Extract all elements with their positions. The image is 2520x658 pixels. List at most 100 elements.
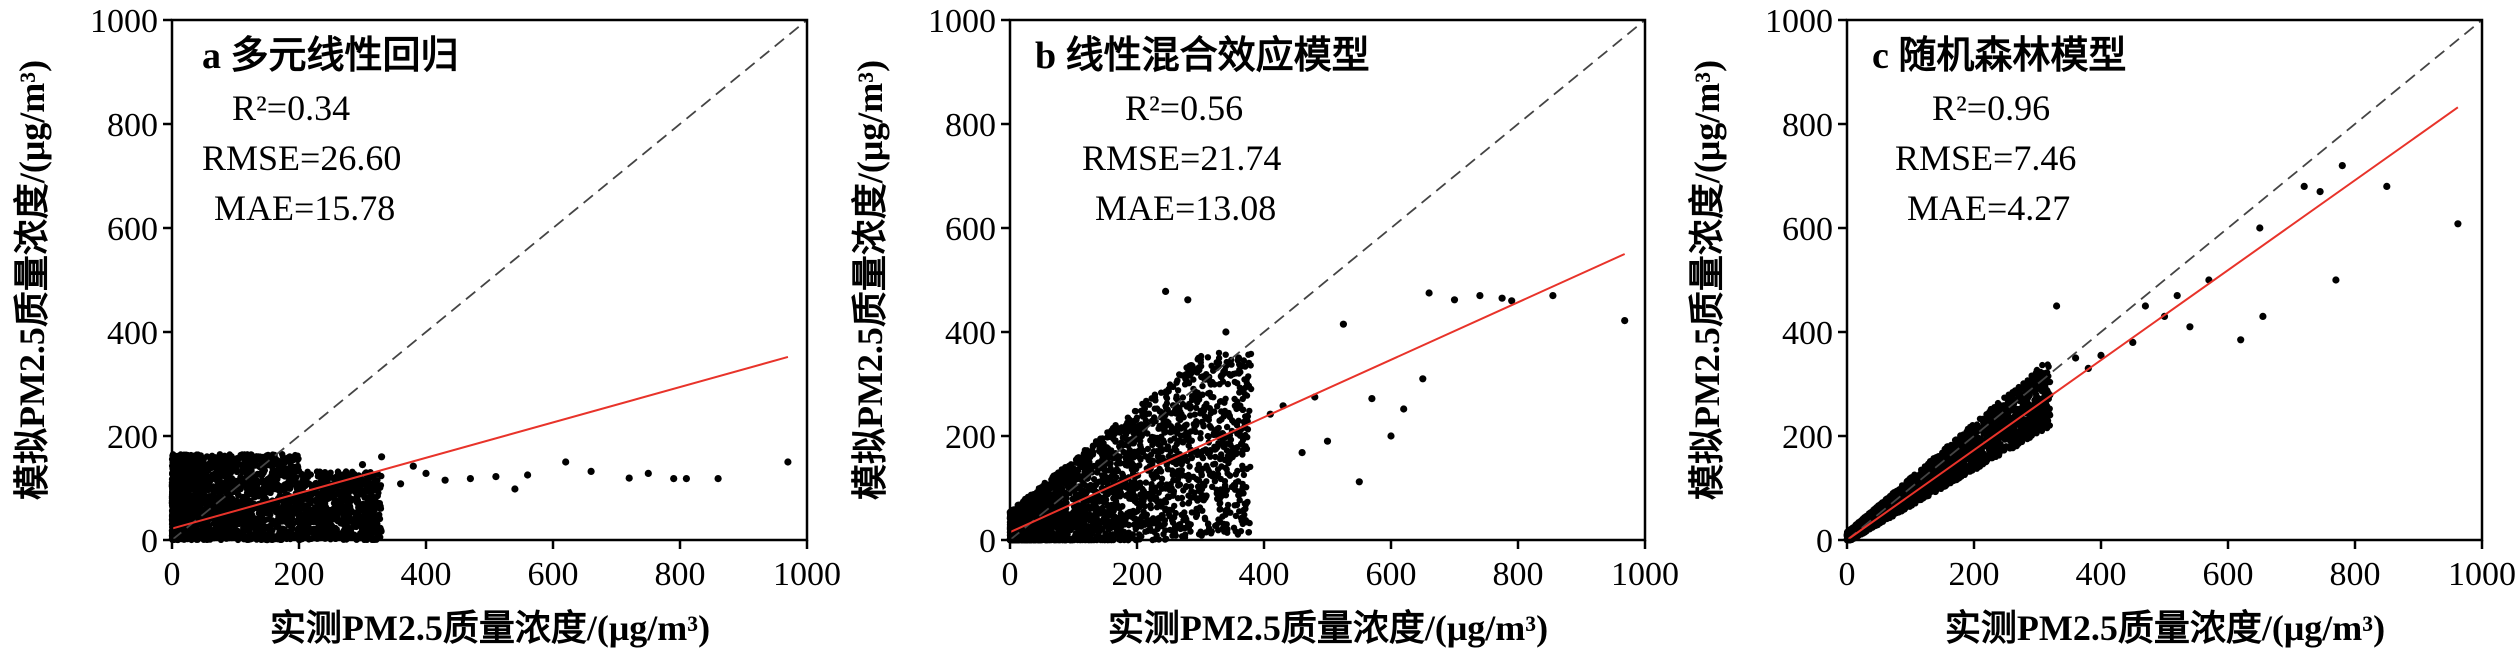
data-point (784, 458, 792, 466)
cloud-point (196, 531, 203, 538)
panel-label: a 多元线性回归 (202, 35, 459, 77)
cloud-point (355, 533, 363, 541)
cloud-point (1174, 477, 1181, 485)
cloud-point (1239, 395, 1246, 403)
cloud-point (181, 468, 188, 475)
cloud-point (273, 509, 280, 516)
cloud-point (198, 461, 205, 468)
cloud-point (1198, 486, 1206, 493)
cloud-point (1207, 423, 1214, 431)
data-point (492, 473, 500, 481)
cloud-point (333, 476, 341, 483)
cloud-point (327, 471, 334, 479)
cloud-point (1116, 443, 1123, 450)
cloud-point (1155, 515, 1162, 522)
cloud-point (1217, 373, 1225, 380)
cloud-point (286, 453, 293, 460)
cloud-point (326, 493, 333, 500)
cloud-point (342, 525, 349, 532)
cloud-point (1161, 417, 1168, 424)
cloud-point (1177, 525, 1184, 533)
point-cloud (168, 451, 385, 544)
data-point (441, 476, 449, 484)
cloud-point (1193, 418, 1200, 425)
cloud-point (258, 513, 265, 520)
cloud-point (1204, 354, 1212, 361)
cloud-point (209, 533, 217, 541)
cloud-point (1214, 466, 1222, 473)
cloud-point (268, 470, 276, 477)
cloud-point (1242, 413, 1249, 420)
cloud-point (178, 529, 186, 537)
reference-line (171, 19, 808, 541)
cloud-point (259, 470, 266, 477)
cloud-point (1190, 376, 1197, 383)
stat-rmse: RMSE=26.60 (202, 138, 401, 178)
cloud-point (196, 453, 203, 460)
cloud-point (1213, 486, 1220, 493)
cloud-point (1166, 513, 1173, 520)
data-point (409, 462, 417, 470)
cloud-point (1240, 357, 1247, 364)
cloud-point (212, 476, 219, 483)
cloud-point (1227, 436, 1235, 443)
cloud-point (1188, 368, 1195, 375)
x-tick-label: 200 (274, 556, 325, 593)
cloud-point (235, 492, 242, 499)
cloud-point (1232, 512, 1240, 520)
cloud-point (1058, 485, 1066, 492)
cloud-point (320, 521, 327, 528)
data-point (670, 475, 678, 483)
cloud-point (1130, 454, 1138, 461)
cloud-point (1137, 491, 1144, 498)
cloud-point (298, 493, 305, 500)
cloud-point (241, 478, 248, 486)
cloud-point (302, 517, 309, 524)
data-point (682, 475, 690, 483)
cloud-point (1089, 482, 1096, 489)
stat-mae: MAE=15.78 (214, 188, 395, 228)
cloud-point (354, 499, 361, 507)
data-point (644, 469, 652, 477)
cloud-point (1218, 492, 1225, 500)
cloud-point (1142, 528, 1149, 535)
cloud-point (1126, 447, 1133, 454)
cloud-point (1245, 373, 1252, 380)
cloud-point (327, 530, 334, 537)
y-tick-label: 1000 (90, 3, 158, 40)
data-point (511, 485, 519, 493)
cloud-point (272, 457, 280, 465)
cloud-point (1171, 529, 1178, 536)
cloud-point (1129, 488, 1136, 496)
cloud-point (248, 465, 255, 473)
cloud-point (338, 532, 345, 539)
cloud-point (1213, 521, 1220, 529)
cloud-point (286, 518, 293, 525)
cloud-point (357, 487, 364, 494)
cloud-point (1162, 507, 1169, 514)
cloud-point (315, 492, 323, 499)
data-point (714, 475, 722, 483)
cloud-point (178, 500, 185, 508)
cloud-point (1214, 403, 1221, 410)
cloud-point (220, 487, 227, 494)
cloud-point (212, 457, 219, 464)
cloud-point (292, 532, 299, 540)
cloud-point (1122, 430, 1130, 438)
cloud-point (211, 500, 219, 507)
cloud-point (1176, 371, 1183, 378)
cloud-point (244, 461, 252, 468)
y-tick-label: 200 (107, 419, 158, 456)
cloud-point (190, 473, 198, 481)
cloud-point (222, 518, 229, 526)
cloud-point (1077, 473, 1084, 480)
cloud-point (238, 454, 245, 461)
cloud-point (315, 472, 322, 480)
cloud-point (285, 478, 292, 485)
cloud-point (266, 522, 274, 530)
cloud-point (1125, 493, 1133, 500)
cloud-point (251, 532, 258, 539)
cloud-point (338, 518, 345, 526)
cloud-point (291, 507, 298, 514)
